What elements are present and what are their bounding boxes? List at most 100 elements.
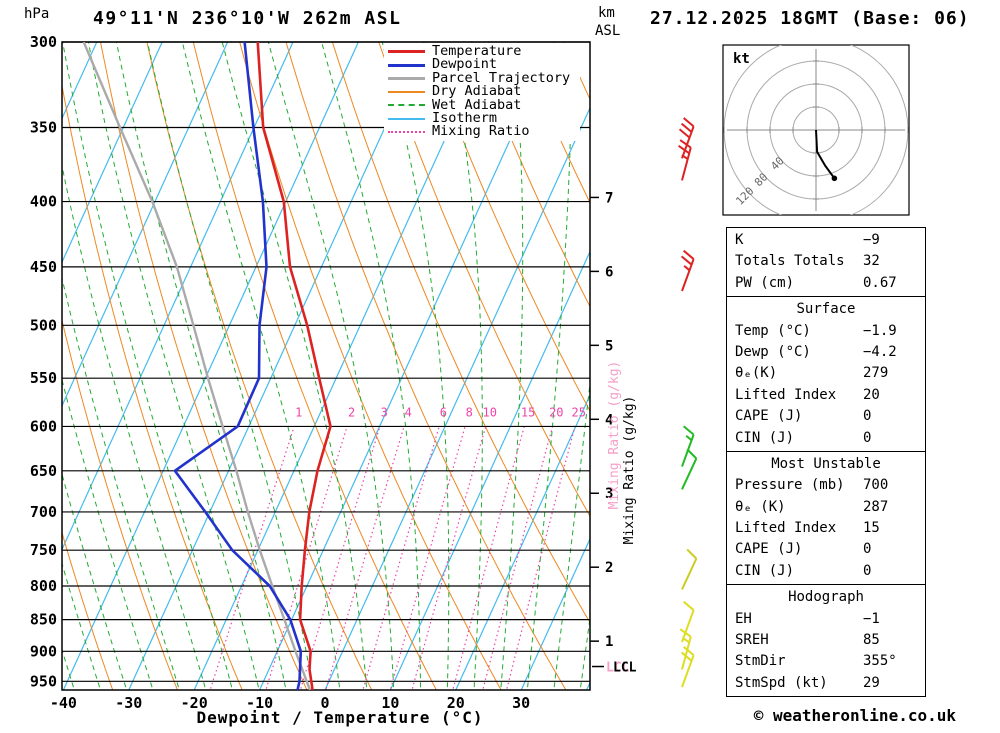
pressure-label: 350 — [30, 118, 57, 136]
stat-value: 29 — [863, 674, 880, 691]
stat-row: Temp (°C) −1.9 — [727, 321, 925, 342]
legend-line-sample — [388, 63, 425, 67]
legend-line-sample — [388, 131, 425, 134]
stat-value: 0.67 — [863, 274, 897, 291]
legend-line-sample — [388, 117, 425, 120]
stat-row: Totals Totals 32 — [727, 251, 925, 272]
stat-row: PW (cm) 0.67 — [727, 273, 925, 294]
wind-barb — [681, 548, 698, 590]
altitude-axis-unit-km: km — [598, 5, 615, 21]
stat-row: Pressure (mb) 700 — [727, 475, 925, 496]
pressure-axis-unit: hPa — [24, 6, 50, 22]
legend-line-sample — [388, 104, 425, 107]
stat-label: Pressure (mb) — [735, 477, 845, 494]
km-label: 6 — [605, 264, 613, 280]
temp-label: -30 — [115, 694, 142, 712]
pressure-label: 450 — [30, 258, 57, 276]
stat-row: K −9 — [727, 230, 925, 251]
km-axis: 7 6 5 4 3 2 1 — [590, 190, 613, 650]
stat-value: 0 — [863, 562, 872, 579]
stat-row: SREH 85 — [727, 630, 925, 651]
mixing-ratio-lines — [209, 426, 576, 690]
pressure-label: 300 — [30, 33, 57, 51]
legend-label: Isotherm — [432, 109, 498, 126]
lcl-label: LCL — [613, 661, 637, 676]
stat-value: −1.9 — [863, 322, 897, 339]
km-label: 5 — [605, 338, 613, 354]
stat-value: 700 — [863, 477, 889, 494]
mixing-axis-label: Mixing Ratio (g/kg) — [622, 396, 637, 545]
stats-box-indices: K −9 Totals Totals 32 PW (cm) 0.67 — [726, 227, 926, 298]
stat-value: 0 — [863, 429, 872, 446]
wind-barb — [681, 425, 695, 467]
dewpoint-line — [173, 42, 303, 690]
temp-label: 30 — [512, 694, 530, 712]
lcl-label-shadow: LCL — [606, 661, 630, 676]
pressure-label: 800 — [30, 577, 57, 595]
wind-barb — [680, 249, 695, 292]
temp-label: -40 — [50, 694, 77, 712]
mixing-ratio-label: 2 — [348, 405, 355, 419]
stat-row: CAPE (J) 0 — [727, 539, 925, 560]
stat-value: 0 — [863, 408, 872, 425]
stat-row: θₑ (K) 287 — [727, 497, 925, 518]
stat-label: StmSpd (kt) — [735, 674, 828, 691]
stats-box-title: Hodograph — [788, 589, 864, 606]
isotherm-lines — [62, 42, 590, 690]
stats-box-title: Most Unstable — [771, 455, 881, 472]
legend-label: Mixing Ratio — [432, 123, 530, 140]
stat-row: StmSpd (kt) 29 — [727, 673, 925, 694]
stat-value: −1 — [863, 610, 880, 627]
stats-box-surface: Surface Temp (°C) −1.9 Dewp (°C) −4.2 θₑ(K) 27… — [726, 296, 926, 452]
pressure-label: 650 — [30, 462, 57, 480]
dry-adiabat-lines — [62, 42, 590, 690]
stat-value: 0 — [863, 541, 872, 558]
stat-row: Lifted Index 20 — [727, 385, 925, 406]
station-title: 49°11'N 236°10'W 262m ASL — [93, 8, 402, 29]
wind-barb — [681, 600, 695, 643]
temp-label: 20 — [447, 694, 465, 712]
temp-axis-labels: -40 -30 -20 -10 0 10 20 30 — [50, 694, 530, 712]
stat-row: StmDir 355° — [727, 651, 925, 672]
stat-label: Lifted Index — [735, 520, 837, 537]
stat-label: PW (cm) — [735, 274, 795, 291]
legend-item: Mixing Ratio — [388, 123, 580, 140]
pressure-label: 900 — [30, 642, 57, 660]
stats-box-most-unstable: Most Unstable Pressure (mb) 700 θₑ (K) 287 Li… — [726, 450, 926, 586]
legend-label: Parcel Trajectory — [432, 69, 571, 86]
chart-legend: Temperature Dewpoint Parcel Trajectory Dry … — [384, 43, 580, 141]
stat-label: CIN (J) — [735, 429, 795, 446]
km-label: 2 — [605, 560, 613, 576]
legend-label: Dry Adiabat — [432, 83, 522, 100]
stat-value: −9 — [863, 232, 880, 248]
pressure-label: 950 — [30, 672, 57, 690]
mixing-ratio-label: 8 — [466, 405, 473, 419]
mixing-ratio-label: 15 — [521, 405, 535, 419]
mixing-ratio-label: 4 — [405, 405, 412, 419]
legend-label: Wet Adiabat — [432, 96, 522, 113]
legend-item: Temperature — [388, 44, 580, 58]
stat-label: Totals Totals — [735, 253, 845, 270]
stat-label: SREH — [735, 632, 769, 649]
legend-line-sample — [388, 76, 425, 80]
run-datetime: 27.12.2025 18GMT (Base: 06) — [650, 8, 970, 29]
pressure-axis-labels: 300 350 400 450 500 550 600 650 700 750 800 850 900 9… — [30, 33, 57, 690]
stat-label: Temp (°C) — [735, 322, 811, 339]
stats-box-hodograph: Hodograph EH −1 SREH 85 StmDir 355° StmSpd (kt)… — [726, 584, 926, 698]
legend-line-sample — [388, 90, 425, 93]
stat-value: 15 — [863, 520, 880, 537]
stat-row: Lifted Index 15 — [727, 518, 925, 539]
temp-label: -20 — [181, 694, 208, 712]
temp-label: 0 — [320, 694, 329, 712]
stat-row: CAPE (J) 0 — [727, 406, 925, 427]
pressure-label: 700 — [30, 503, 57, 521]
plot-border — [61, 41, 591, 691]
km-label: 1 — [605, 634, 613, 650]
stat-label: K — [735, 232, 744, 248]
wind-barb — [681, 448, 698, 490]
stat-row: Dewp (°C) −4.2 — [727, 342, 925, 363]
stat-value: 355° — [863, 653, 897, 670]
altitude-axis-unit-asl: ASL — [595, 23, 621, 39]
stat-label: CAPE (J) — [735, 408, 803, 425]
